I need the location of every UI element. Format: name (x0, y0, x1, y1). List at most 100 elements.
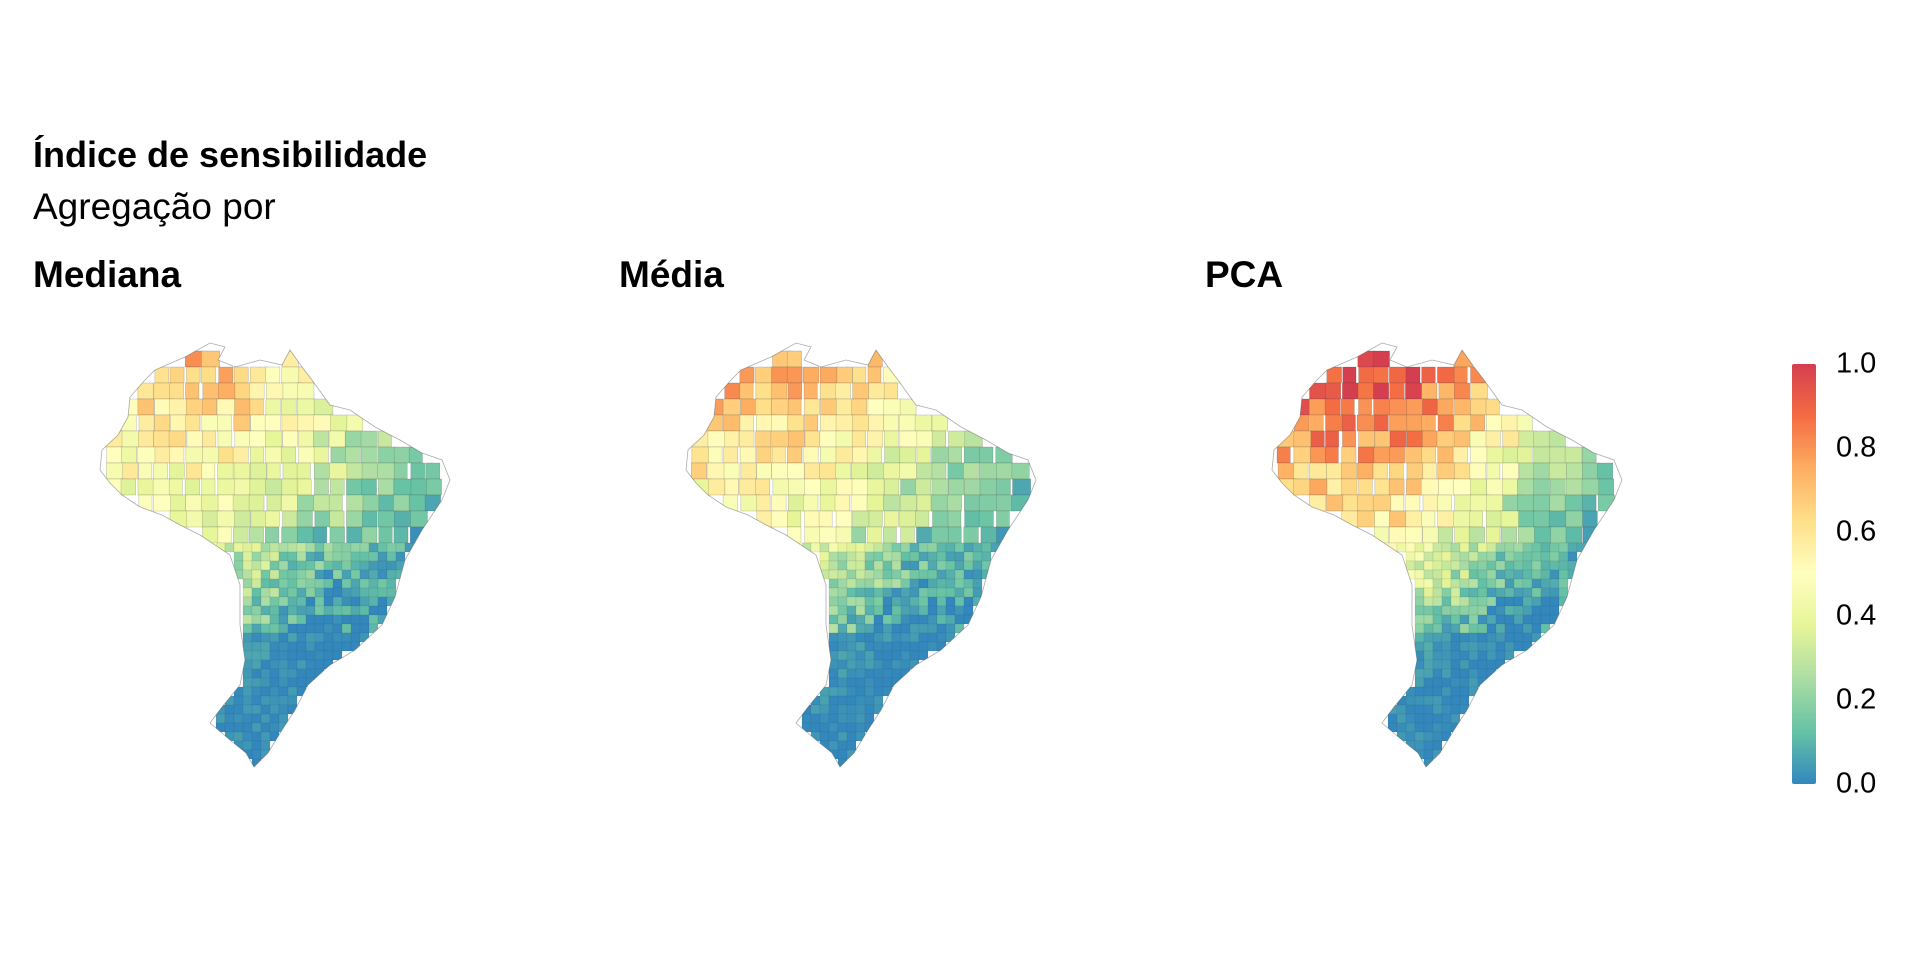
municipality (1533, 494, 1550, 512)
municipality (296, 659, 307, 670)
municipality (242, 668, 253, 679)
municipality (1550, 526, 1567, 544)
municipality (1513, 587, 1524, 598)
municipality (756, 462, 772, 480)
municipality (837, 560, 848, 571)
municipality (916, 430, 934, 448)
municipality (1293, 446, 1313, 464)
municipality (918, 614, 929, 625)
municipality (1357, 462, 1374, 480)
municipality (323, 560, 334, 571)
municipality (1459, 560, 1470, 571)
municipality (891, 560, 902, 571)
municipality (287, 686, 298, 697)
municipality (1504, 560, 1515, 571)
municipality (1522, 587, 1533, 598)
municipality (1437, 414, 1454, 432)
municipality (855, 560, 866, 571)
municipality (855, 695, 866, 706)
municipality (837, 623, 848, 634)
municipality (740, 398, 758, 416)
municipality (242, 587, 253, 598)
municipality (242, 605, 253, 616)
municipality (1436, 494, 1452, 512)
municipality (787, 462, 805, 480)
municipality (233, 551, 244, 562)
municipality (242, 596, 253, 607)
municipality (1522, 632, 1533, 643)
municipality (909, 587, 920, 598)
municipality (260, 677, 271, 688)
municipality (169, 366, 185, 384)
municipality (1522, 623, 1533, 634)
municipality (1540, 542, 1551, 553)
municipality (740, 494, 760, 512)
municipality (186, 366, 201, 384)
municipality (1441, 605, 1452, 616)
municipality (260, 632, 271, 643)
municipality (851, 462, 868, 480)
municipality (801, 722, 812, 733)
municipality (260, 605, 271, 616)
municipality (927, 632, 938, 643)
municipality (1477, 596, 1488, 607)
municipality (771, 494, 787, 512)
municipality (260, 740, 271, 751)
municipality (837, 740, 848, 751)
municipality (200, 414, 220, 432)
municipality (1513, 551, 1524, 562)
municipality (1548, 462, 1567, 480)
municipality (1533, 510, 1552, 528)
municipality (260, 650, 271, 661)
municipality (1477, 542, 1488, 553)
municipality (1389, 526, 1408, 544)
municipality (883, 398, 903, 416)
municipality (846, 641, 857, 652)
municipality (1454, 494, 1472, 512)
municipality (1326, 462, 1344, 480)
municipality (1432, 578, 1443, 589)
municipality (883, 478, 900, 496)
municipality (936, 560, 947, 571)
municipality (260, 551, 271, 562)
municipality (1522, 551, 1533, 562)
municipality (1540, 596, 1551, 607)
municipality (296, 623, 307, 634)
municipality (1531, 578, 1542, 589)
municipality (691, 446, 710, 464)
municipality (873, 614, 884, 625)
municipality (1477, 560, 1488, 571)
municipality (1450, 659, 1461, 670)
municipality (868, 510, 883, 528)
municipality (1486, 542, 1497, 553)
municipality (837, 704, 848, 715)
municipality (323, 596, 334, 607)
municipality (260, 578, 271, 589)
municipality (368, 605, 379, 616)
municipality (1437, 366, 1457, 384)
municipality (1423, 569, 1434, 580)
municipality (1531, 560, 1542, 571)
municipality (990, 542, 1001, 553)
municipality (1421, 430, 1439, 448)
municipality (386, 587, 397, 598)
municipality (278, 587, 289, 598)
municipality (224, 542, 235, 553)
municipality (828, 560, 839, 571)
municipality (846, 614, 857, 625)
municipality (918, 632, 929, 643)
municipality (305, 641, 316, 652)
municipality (1454, 398, 1472, 416)
municipality (866, 446, 882, 464)
municipality (1432, 740, 1443, 751)
municipality (242, 677, 253, 688)
municipality (867, 430, 884, 448)
municipality (1513, 596, 1524, 607)
municipality (260, 641, 271, 652)
municipality (264, 526, 280, 544)
municipality (1516, 414, 1533, 432)
municipality (250, 414, 267, 432)
municipality (1372, 366, 1389, 384)
municipality (1477, 569, 1488, 580)
municipality (1549, 542, 1560, 553)
